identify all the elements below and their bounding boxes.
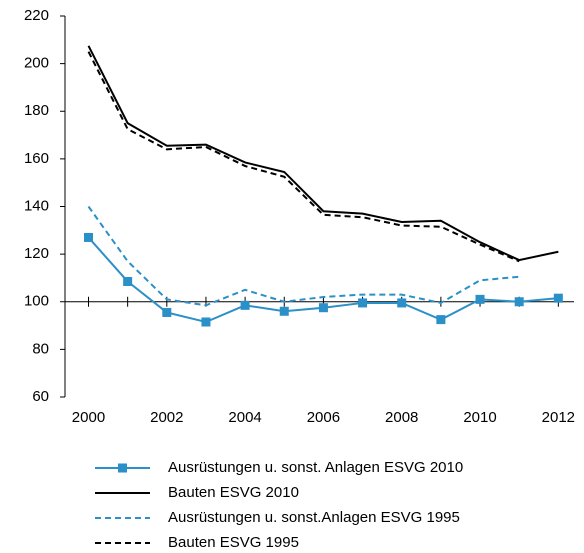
marker (397, 298, 407, 308)
y-tick-label: 200 (24, 55, 49, 72)
y-tick-label: 60 (32, 388, 49, 405)
x-tick-label: 2012 (542, 409, 575, 426)
legend-label: Ausrüstungen u. sonst.Anlagen ESVG 1995 (168, 509, 460, 526)
x-tick-label: 2000 (72, 409, 105, 426)
marker (553, 293, 563, 303)
legend-label: Bauten ESVG 2010 (168, 484, 299, 501)
y-tick-label: 160 (24, 150, 49, 167)
y-tick-label: 120 (24, 245, 49, 262)
marker (201, 317, 211, 327)
y-tick-label: 100 (24, 293, 49, 310)
x-tick-label: 2008 (385, 409, 418, 426)
x-tick-label: 2002 (150, 409, 183, 426)
marker (436, 315, 446, 325)
x-tick-label: 2006 (307, 409, 340, 426)
x-tick-label: 2004 (228, 409, 261, 426)
series-line (87, 45, 559, 262)
legend-marker (118, 463, 127, 473)
x-tick-label: 2010 (463, 409, 496, 426)
marker (318, 303, 328, 313)
marker (123, 277, 133, 287)
series-line (87, 205, 520, 307)
series-line (87, 51, 520, 263)
legend-label: Bauten ESVG 1995 (168, 534, 299, 551)
marker (475, 294, 485, 304)
marker (514, 297, 524, 307)
y-tick-label: 180 (24, 102, 49, 119)
marker (240, 300, 250, 310)
y-tick-label: 220 (24, 7, 49, 24)
marker (279, 306, 289, 316)
y-tick-label: 140 (24, 197, 49, 214)
marker (162, 307, 172, 317)
marker (358, 298, 368, 308)
legend-label: Ausrüstungen u. sonst. Anlagen ESVG 2010 (168, 459, 463, 476)
y-tick-label: 80 (32, 340, 49, 357)
marker (83, 232, 93, 242)
